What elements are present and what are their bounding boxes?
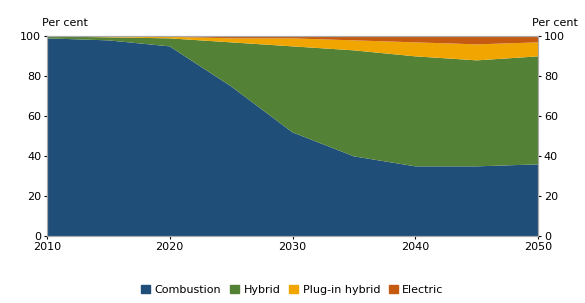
Text: Per cent: Per cent (42, 18, 88, 28)
Text: Per cent: Per cent (532, 18, 577, 28)
Legend: Combustion, Hybrid, Plug-in hybrid, Electric: Combustion, Hybrid, Plug-in hybrid, Elec… (137, 280, 448, 299)
